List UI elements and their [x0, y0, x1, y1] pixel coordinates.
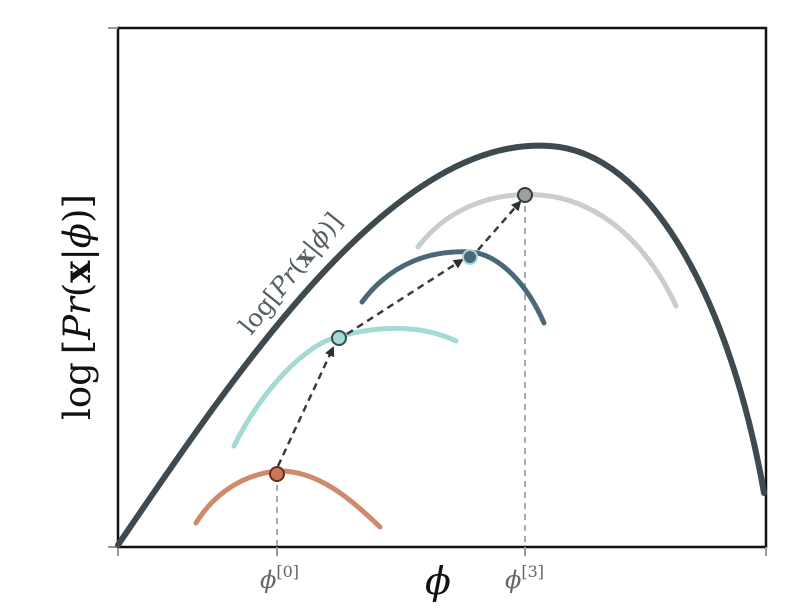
point-phi3 — [517, 187, 533, 203]
lower-bound-curve-2 — [359, 249, 547, 326]
arrow-0-to-1 — [276, 346, 335, 467]
tick-label-phi3: ϕ[3] — [505, 562, 544, 594]
point-phi0 — [269, 466, 285, 482]
x-axis-label: ϕ — [425, 559, 451, 603]
arrow-1-to-2 — [346, 258, 464, 336]
point-phi1 — [331, 330, 347, 346]
log-likelihood-curve — [115, 142, 767, 548]
lower-bound-curve-3 — [415, 192, 679, 309]
lower-bound-curve-1 — [231, 325, 459, 449]
lower-bound-curve-0 — [193, 468, 383, 530]
curve-label: log[Pr(x|ϕ)] — [233, 207, 349, 340]
y-axis-label: log[Pr(x|ϕ)] — [55, 194, 99, 420]
arrow-2-to-3 — [477, 200, 522, 251]
tick-label-phi0: ϕ[0] — [260, 562, 299, 594]
point-phi2 — [462, 249, 478, 265]
plot-frame — [116, 26, 768, 549]
